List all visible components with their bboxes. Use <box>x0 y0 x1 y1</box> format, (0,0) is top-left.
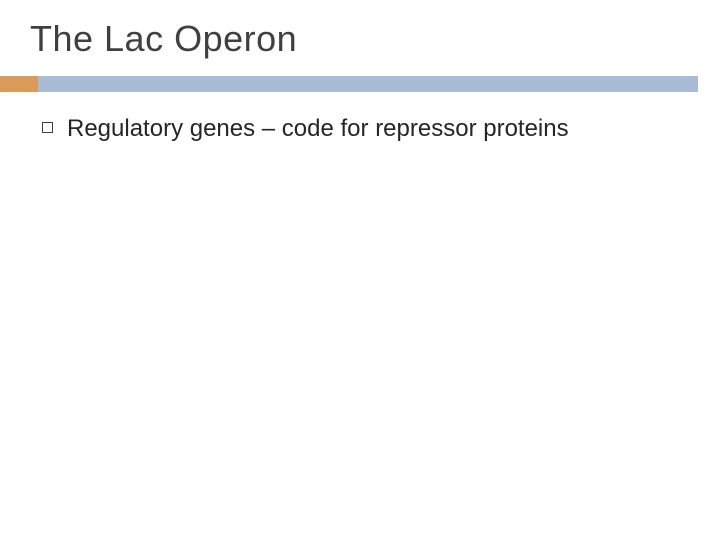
slide-title: The Lac Operon <box>0 18 720 60</box>
slide: The Lac Operon Regulatory genes – code f… <box>0 0 720 540</box>
slide-body: Regulatory genes – code for repressor pr… <box>0 92 720 144</box>
square-bullet-icon <box>42 122 53 133</box>
title-underline-accent <box>0 76 38 92</box>
bullet-text: Regulatory genes – code for repressor pr… <box>67 114 569 144</box>
title-underline-bar <box>38 76 698 92</box>
title-underline <box>0 76 720 92</box>
bullet-item: Regulatory genes – code for repressor pr… <box>42 114 680 144</box>
